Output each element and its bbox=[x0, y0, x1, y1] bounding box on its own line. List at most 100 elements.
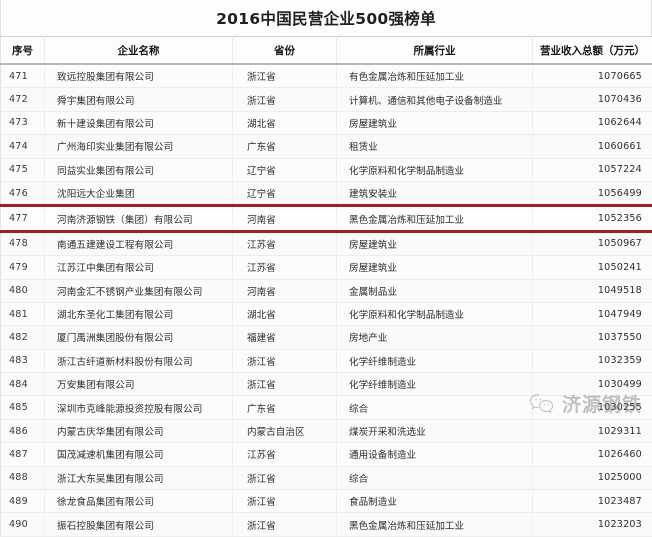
cell-rank: 478 bbox=[1, 231, 45, 255]
cell-province: 浙江省 bbox=[233, 466, 337, 489]
cell-industry: 黑色金属冶炼和压延加工业 bbox=[337, 206, 533, 231]
column-header-revenue: 营业收入总额（万元） bbox=[533, 37, 652, 65]
cell-company: 厦门禹洲集团股份有限公司 bbox=[45, 326, 233, 349]
table-header-row: 序号 企业名称 省份 所属行业 营业收入总额（万元） bbox=[1, 37, 652, 65]
cell-rank: 482 bbox=[1, 326, 45, 349]
cell-company: 浙江大东吴集团有限公司 bbox=[45, 466, 233, 489]
cell-industry: 有色金属冶炼和压延加工业 bbox=[337, 64, 533, 88]
cell-industry: 化学原料和化学制品制造业 bbox=[337, 302, 533, 325]
cell-industry: 房屋建筑业 bbox=[337, 111, 533, 134]
cell-revenue: 1032359 bbox=[533, 349, 652, 372]
cell-industry: 黑色金属冶炼和压延加工业 bbox=[337, 513, 533, 536]
cell-industry: 通用设备制造业 bbox=[337, 443, 533, 466]
cell-company: 致远控股集团有限公司 bbox=[45, 64, 233, 88]
cell-revenue: 1050967 bbox=[533, 231, 652, 255]
cell-revenue: 1047949 bbox=[533, 302, 652, 325]
cell-industry: 金属制品业 bbox=[337, 279, 533, 302]
cell-rank: 486 bbox=[1, 419, 45, 442]
cell-revenue: 1056499 bbox=[533, 181, 652, 205]
cell-revenue: 1023203 bbox=[533, 513, 652, 536]
cell-company: 广州海印实业集团有限公司 bbox=[45, 135, 233, 158]
cell-rank: 473 bbox=[1, 111, 45, 134]
cell-industry: 房屋建筑业 bbox=[337, 231, 533, 255]
cell-industry: 化学纤维制造业 bbox=[337, 349, 533, 372]
cell-industry: 建筑安装业 bbox=[337, 181, 533, 205]
cell-revenue: 1050241 bbox=[533, 256, 652, 279]
cell-province: 河南省 bbox=[233, 279, 337, 302]
cell-province: 湖北省 bbox=[233, 302, 337, 325]
cell-rank: 472 bbox=[1, 88, 45, 111]
cell-industry: 煤炭开采和洗选业 bbox=[337, 419, 533, 442]
cell-company: 南通五建建设工程有限公司 bbox=[45, 231, 233, 255]
cell-province: 辽宁省 bbox=[233, 158, 337, 181]
cell-industry: 房地产业 bbox=[337, 326, 533, 349]
column-header-industry: 所属行业 bbox=[337, 37, 533, 65]
cell-rank: 474 bbox=[1, 135, 45, 158]
cell-industry: 房屋建筑业 bbox=[337, 256, 533, 279]
cell-province: 福建省 bbox=[233, 326, 337, 349]
cell-province: 广东省 bbox=[233, 135, 337, 158]
cell-rank: 487 bbox=[1, 443, 45, 466]
cell-revenue: 1037550 bbox=[533, 326, 652, 349]
cell-company: 国茂减速机集团有限公司 bbox=[45, 443, 233, 466]
cell-company: 湖北东圣化工集团有限公司 bbox=[45, 302, 233, 325]
cell-province: 浙江省 bbox=[233, 513, 337, 536]
cell-province: 江苏省 bbox=[233, 256, 337, 279]
cell-province: 内蒙古自治区 bbox=[233, 419, 337, 442]
cell-rank: 489 bbox=[1, 490, 45, 513]
cell-revenue: 1026460 bbox=[533, 443, 652, 466]
cell-revenue: 1070436 bbox=[533, 88, 652, 111]
column-header-company: 企业名称 bbox=[45, 37, 233, 65]
cell-company: 河南济源钢铁（集团）有限公司 bbox=[45, 206, 233, 231]
cell-company: 河南金汇不锈钢产业集团有限公司 bbox=[45, 279, 233, 302]
cell-rank: 475 bbox=[1, 158, 45, 181]
cell-province: 浙江省 bbox=[233, 373, 337, 396]
cell-revenue: 1030499 bbox=[533, 373, 652, 396]
cell-company: 沈阳远大企业集团 bbox=[45, 181, 233, 205]
cell-industry: 综合 bbox=[337, 396, 533, 419]
cell-province: 河南省 bbox=[233, 206, 337, 231]
cell-rank: 488 bbox=[1, 466, 45, 489]
cell-industry: 化学原料和化学制品制造业 bbox=[337, 158, 533, 181]
cell-rank: 480 bbox=[1, 279, 45, 302]
cell-revenue: 1025000 bbox=[533, 466, 652, 489]
cell-company: 深圳市克峰能源投资控股有限公司 bbox=[45, 396, 233, 419]
cell-rank: 490 bbox=[1, 513, 45, 536]
cell-company: 万安集团有限公司 bbox=[45, 373, 233, 396]
cell-revenue: 1057224 bbox=[533, 158, 652, 181]
cell-rank: 485 bbox=[1, 396, 45, 419]
cell-company: 新十建设集团有限公司 bbox=[45, 111, 233, 134]
cell-rank: 483 bbox=[1, 349, 45, 372]
cell-company: 浙江古纤道新材料股份有限公司 bbox=[45, 349, 233, 372]
cell-rank: 476 bbox=[1, 181, 45, 205]
cell-province: 浙江省 bbox=[233, 64, 337, 88]
cell-province: 江苏省 bbox=[233, 443, 337, 466]
page-title: 2016中国民营企业500强榜单 bbox=[216, 7, 436, 29]
cell-revenue: 1049518 bbox=[533, 279, 652, 302]
cell-rank: 479 bbox=[1, 256, 45, 279]
table-header: 序号 企业名称 省份 所属行业 营业收入总额（万元） bbox=[1, 37, 652, 65]
cell-revenue: 1060661 bbox=[533, 135, 652, 158]
cell-industry: 食品制造业 bbox=[337, 490, 533, 513]
cell-revenue: 1029311 bbox=[533, 419, 652, 442]
cell-province: 辽宁省 bbox=[233, 181, 337, 205]
cell-company: 舜宇集团有限公司 bbox=[45, 88, 233, 111]
column-header-rank: 序号 bbox=[1, 37, 45, 65]
cell-revenue: 1030255 bbox=[533, 396, 652, 419]
cell-company: 同益实业集团有限公司 bbox=[45, 158, 233, 181]
